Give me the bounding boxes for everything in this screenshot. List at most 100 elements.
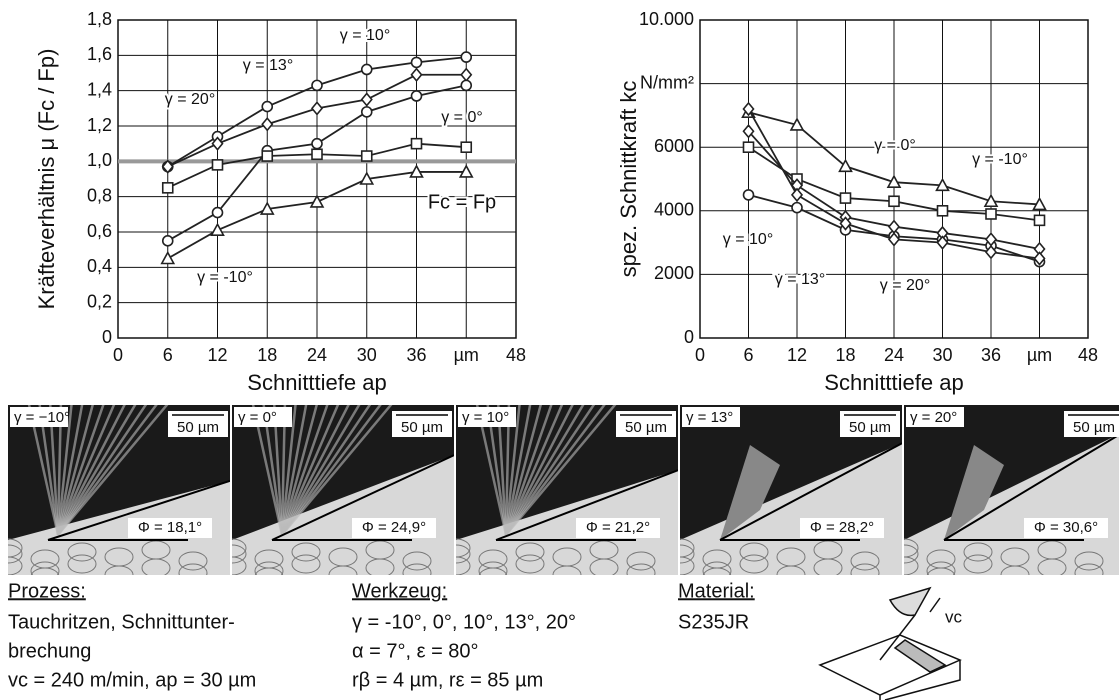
tool-label: vc [945,607,963,626]
grain [328,565,358,575]
y-tick-label: 0 [684,327,694,347]
y-tick-label: 2000 [654,263,694,283]
micrograph-image: γ = 10° 50 µm Φ = 21,2° [456,405,678,575]
chip [944,445,1004,540]
grain [67,554,97,574]
chip-streak [56,405,148,536]
marker [360,92,373,107]
y-tick-label: 1,2 [87,115,112,135]
chip-streak [56,405,137,536]
grain [8,544,23,564]
scale-label: 50 µm [849,419,891,436]
rake-box [10,407,68,427]
marker [839,216,852,231]
chip-streak [57,405,158,536]
micrograph: γ = 20° 50 µm Φ = 30,6° [904,405,1119,575]
chart: 0 6 12 18 24 30 36 µm 48 0 2000 4000 6000 N/mm² 10.000… [616,9,1098,395]
micrograph: γ = 0° 50 µm Φ = 24,9° [232,405,454,575]
y-tick-label: 6000 [654,136,694,156]
grain [926,567,956,575]
shear-angle: Φ = 30,6° [1034,519,1098,536]
marker [261,100,274,113]
chip-streak [504,405,596,536]
marker [460,67,473,83]
marker [161,235,174,247]
marker [936,205,949,217]
marker [261,116,274,132]
marker [359,171,375,185]
chip-streak [56,405,94,536]
grain [402,551,432,571]
marker [742,189,755,201]
chip-streak [280,405,340,536]
marker [985,208,997,220]
x-axis-title: Schnitttiefe ap [247,370,386,395]
grain [232,544,247,564]
marker [888,195,900,208]
marker [261,150,274,162]
chip-streak [280,405,329,536]
info-line: S235JR [678,611,749,633]
series-label: γ = 20° [880,277,930,294]
grain [850,551,880,571]
y-tick-label: 1,0 [87,150,112,170]
y-tick-label: 1,4 [87,79,112,99]
grain [776,565,806,575]
chip-streak [504,405,521,536]
angle-box [128,518,212,538]
x-tick-label: µm [1027,345,1052,365]
x-tick-label: 36 [981,345,1001,365]
marker [839,192,852,204]
marker [409,164,424,178]
marker [984,244,998,260]
series-label: γ = 13° [775,271,825,288]
info-line: α = 7°, ε = 80° [352,640,479,662]
marker [310,101,324,116]
marker [1033,214,1046,227]
marker [460,141,473,153]
grain [702,561,732,575]
chip-streak [280,405,372,536]
grain [680,544,695,564]
marker [161,182,174,194]
y-axis-title: Kräfteverhältnis μ (Fc / Fp) [34,49,59,310]
plot-frame [699,19,1089,339]
marker [742,141,755,153]
micrograph-image: γ = 20° 50 µm Φ = 30,6° [904,405,1119,575]
micrograph-image: γ = 13° 50 µm Φ = 28,2° [680,405,902,575]
marker [410,67,423,83]
grain [456,556,471,575]
angle-box [352,518,436,538]
rake-label: γ = −10° [14,409,70,426]
shear-line [495,469,678,541]
grain [904,538,919,558]
marker [460,79,473,92]
plot-frame [117,19,517,339]
rake-label: γ = 10° [462,409,509,426]
chip-streak [281,405,393,536]
y-tick-label: 1,8 [87,9,112,29]
marker [936,235,949,250]
grain [402,563,432,575]
x-tick-label: 12 [787,345,807,365]
grain [552,565,582,575]
grain [30,567,60,575]
marker [311,137,323,150]
grain [904,544,919,564]
series-label: γ = 20° [165,91,215,108]
marker [360,106,373,118]
series-label: γ = 10° [340,27,390,44]
grain [178,563,208,575]
y-tick-label: 0,8 [87,185,112,205]
chip-streak [280,405,361,536]
grain [963,554,993,574]
grain [680,556,695,575]
grain [254,567,284,575]
shear-angle: Φ = 28,2° [810,519,874,536]
grain [813,558,843,575]
scale-label: 50 µm [1073,419,1115,436]
marker [410,56,423,69]
marker [309,194,325,208]
marker [211,159,224,171]
